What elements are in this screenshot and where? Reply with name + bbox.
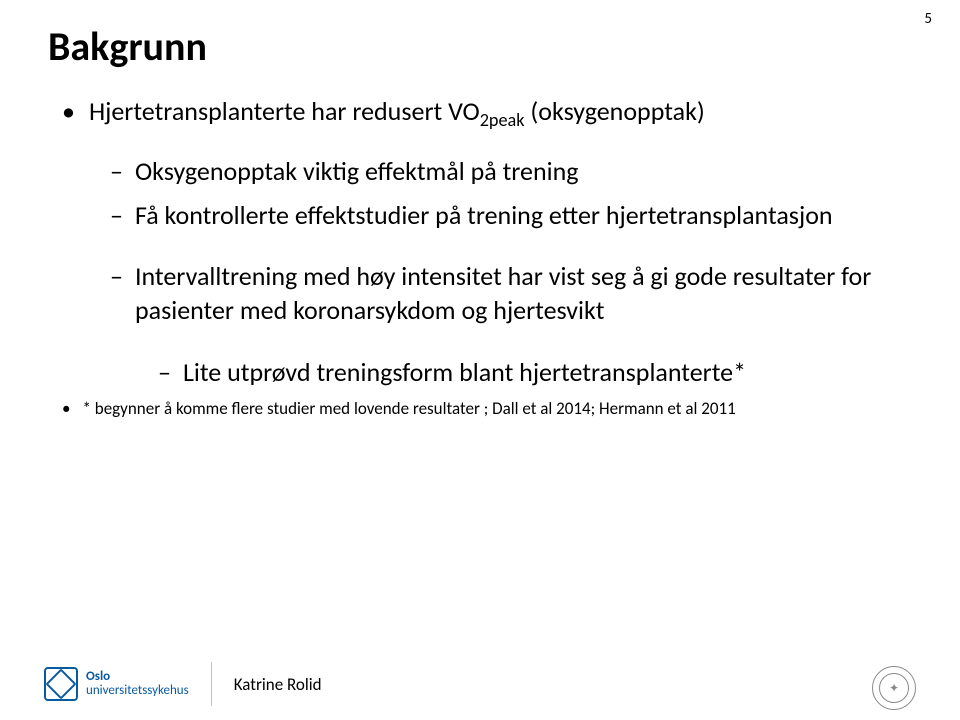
bullet-dash-icon: – [110,199,123,233]
bullet-level-3: – Lite utprøvd treningsform blant hjerte… [158,356,912,390]
logo-mark-icon [44,667,78,701]
logo-text: Oslo universitetssykehus [86,670,189,697]
footnote: • * begynner å komme flere studier med l… [62,398,912,420]
footnote-text: * begynner å komme flere studier med lov… [82,398,735,420]
footer: Oslo universitetssykehus Katrine Rolid ✦ [0,656,960,720]
page-number: 5 [924,10,932,28]
slide-title: Bakgrunn [48,22,912,71]
vertical-divider [211,662,212,706]
logo-line-2: universitetssykehus [86,684,189,698]
bullet-text: Oksygenopptak viktig effektmål på trenin… [135,155,579,189]
seal-icon: ✦ [872,666,916,710]
bullet-text: Få kontrollerte effektstudier på trening… [135,199,833,233]
bullet-text: Lite utprøvd treningsform blant hjertetr… [183,356,746,390]
bullet-level-2: – Oksygenopptak viktig effektmål på tren… [110,155,912,189]
bullet-dash-icon: – [110,155,123,189]
bullet-dot-icon: • [62,398,70,419]
author-name: Katrine Rolid [234,674,322,695]
text-fragment: Hjertetransplanterte har redusert VO [89,95,480,127]
text-fragment: (oksygenopptak) [525,95,705,127]
subscript: 2peak [480,109,525,131]
slide: 5 Bakgrunn • Hjertetransplanterte har re… [0,0,960,720]
logo: Oslo universitetssykehus [44,667,189,701]
logo-line-1: Oslo [86,670,189,684]
bullet-dash-icon: – [158,356,171,390]
bullet-dot-icon: • [62,95,75,129]
bullet-level-1: • Hjertetransplanterte har redusert VO2p… [62,95,912,133]
bullet-text: Intervalltrening med høy intensitet har … [135,260,912,328]
bullet-text: Hjertetransplanterte har redusert VO2pea… [89,95,705,133]
bullet-level-2: – Få kontrollerte effektstudier på treni… [110,199,912,233]
bullet-level-2: – Intervalltrening med høy intensitet ha… [110,260,912,328]
seal-inner-icon: ✦ [879,673,909,703]
bullet-dash-icon: – [110,260,123,294]
